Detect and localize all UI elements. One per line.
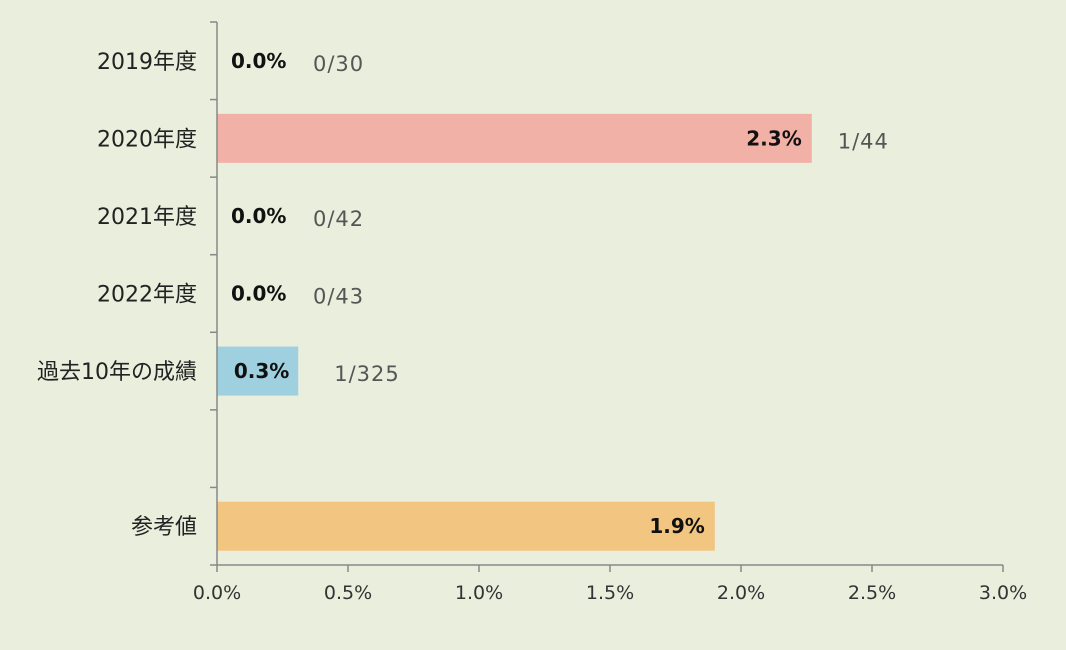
data-label: 2.3% [746,126,801,150]
data-label: 0.0% [231,282,286,306]
category-label: 参考値 [131,515,197,540]
category-label: 2020年度 [97,127,197,152]
bar-6 [217,501,715,551]
x-tick-label: 0.0% [193,582,241,604]
labels-layer: 2019年度 0.0% 0/30 2020年度 2.3% 1/44 2021年度 0.0% 0/… [37,49,1027,604]
x-tick-label: 0.5% [324,582,372,604]
x-tick-label: 2.5% [848,582,896,604]
bar-1 [217,113,812,163]
bars-layer [217,113,812,551]
ratio-label: 0/30 [313,52,364,76]
category-label: 2021年度 [97,205,197,230]
axes-layer [210,21,1004,572]
data-label: 0.0% [231,204,286,228]
x-tick-label: 1.0% [455,582,503,604]
x-tick-label: 1.5% [586,582,634,604]
ratio-label: 1/44 [838,129,889,153]
data-label: 0.3% [234,359,289,383]
x-tick-label: 2.0% [717,582,765,604]
ratio-label: 1/325 [334,362,400,386]
data-label: 0.0% [231,49,286,73]
x-tick-label: 3.0% [979,582,1027,604]
bar-4 [217,346,299,396]
data-label: 1.9% [649,514,704,538]
category-label: 2019年度 [97,50,197,75]
ratio-label: 0/42 [313,207,364,231]
ratio-label: 0/43 [313,285,364,309]
category-label: 2022年度 [97,283,197,308]
category-label: 過去10年の成績 [37,360,197,385]
